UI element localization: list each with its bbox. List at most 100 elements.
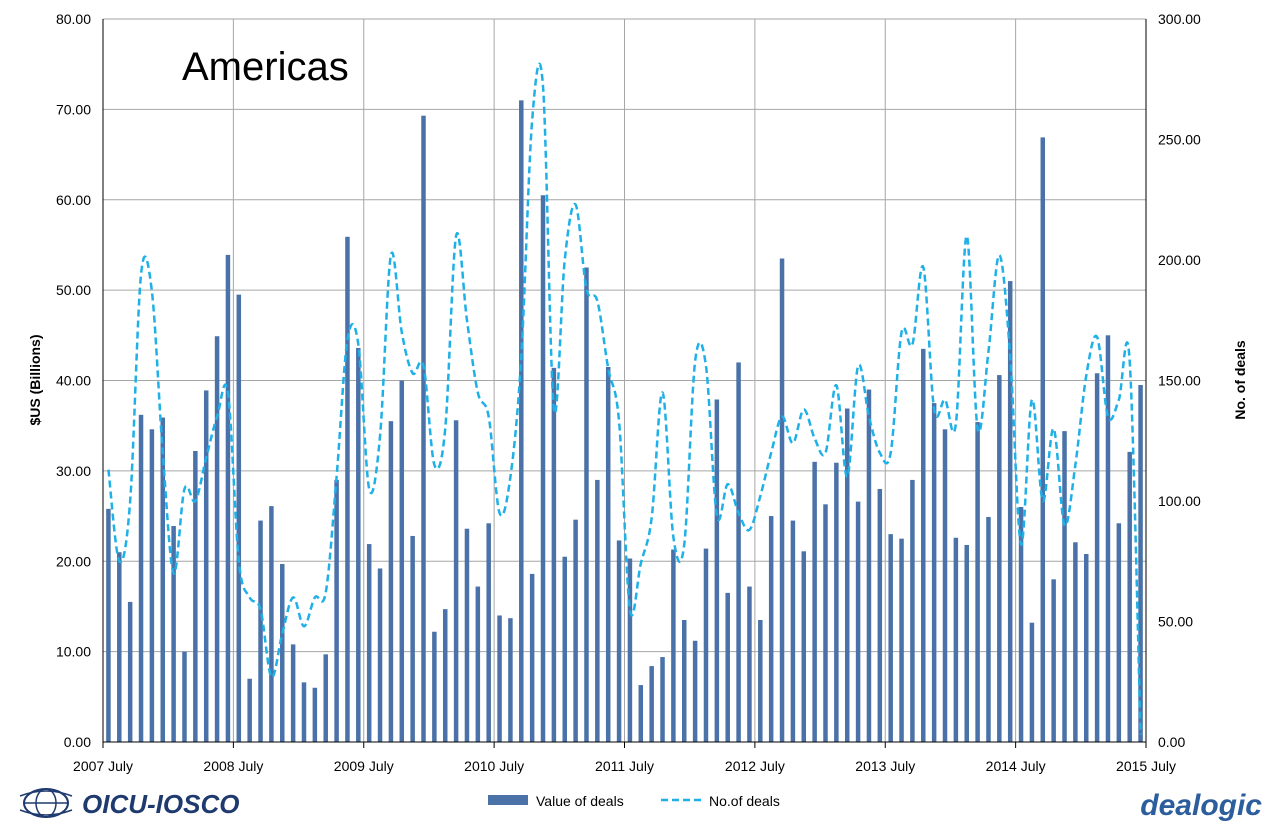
y-tick-label: 10.00 xyxy=(56,644,91,660)
bar xyxy=(856,502,861,742)
x-tick-label: 2009 July xyxy=(334,758,394,774)
bar xyxy=(747,587,752,742)
bar xyxy=(389,421,394,742)
bar xyxy=(682,620,687,742)
bar xyxy=(345,237,350,742)
bar xyxy=(150,429,155,742)
bar xyxy=(454,420,459,742)
bar xyxy=(378,568,383,742)
bar xyxy=(834,463,839,742)
y-tick-label: 0.00 xyxy=(64,734,91,750)
bar xyxy=(323,654,328,742)
bar xyxy=(128,602,133,742)
y-tick-label: 50.00 xyxy=(56,282,91,298)
bar xyxy=(867,390,872,742)
x-tick-label: 2008 July xyxy=(203,758,263,774)
y-tick-label: 60.00 xyxy=(56,192,91,208)
bar xyxy=(1127,452,1132,742)
y2-tick-label: 50.00 xyxy=(1158,614,1193,630)
bar xyxy=(139,415,144,742)
bar xyxy=(943,429,948,742)
y2-tick-label: 100.00 xyxy=(1158,493,1201,509)
bar xyxy=(519,100,524,742)
y2-tick-label: 0.00 xyxy=(1158,734,1185,750)
bar xyxy=(552,368,557,742)
bar xyxy=(780,258,785,742)
bar xyxy=(986,517,991,742)
chart-title: Americas xyxy=(182,45,349,89)
y2-tick-label: 250.00 xyxy=(1158,132,1201,148)
bar xyxy=(617,540,622,742)
bar xyxy=(291,644,296,742)
bar xyxy=(997,375,1002,742)
bar xyxy=(1095,373,1100,742)
bar xyxy=(541,195,546,742)
bar xyxy=(693,641,698,742)
y2-tick-label: 200.00 xyxy=(1158,252,1201,268)
bar xyxy=(476,587,481,742)
bar xyxy=(443,609,448,742)
bar xyxy=(1117,523,1122,742)
bar xyxy=(193,451,198,742)
bar xyxy=(237,295,242,742)
legend-line-label: No.of deals xyxy=(709,793,780,809)
bar xyxy=(486,523,491,742)
y-tick-label: 80.00 xyxy=(56,11,91,27)
bar xyxy=(975,422,980,742)
bar xyxy=(573,520,578,742)
bar xyxy=(758,620,763,742)
bar xyxy=(649,666,654,742)
bar xyxy=(313,688,318,742)
legend-bar-swatch xyxy=(488,795,528,805)
x-tick-label: 2012 July xyxy=(725,758,785,774)
bar xyxy=(964,545,969,742)
bar xyxy=(725,593,730,742)
y-tick-label: 70.00 xyxy=(56,101,91,117)
y-tick-label: 30.00 xyxy=(56,463,91,479)
bar xyxy=(1073,542,1078,742)
legend-bar-label: Value of deals xyxy=(536,793,624,809)
bar xyxy=(921,349,926,742)
bar xyxy=(367,544,372,742)
bar xyxy=(1106,335,1111,742)
dealogic-logo: dealogic xyxy=(1140,789,1262,822)
bar xyxy=(302,682,307,742)
y2-tick-label: 300.00 xyxy=(1158,11,1201,27)
bar xyxy=(736,362,741,742)
bar xyxy=(258,521,263,742)
bar xyxy=(878,489,883,742)
bar xyxy=(802,551,807,742)
bar xyxy=(226,255,231,742)
x-tick-label: 2014 July xyxy=(986,758,1046,774)
bar xyxy=(421,116,426,742)
bar xyxy=(932,403,937,742)
y2-tick-label: 150.00 xyxy=(1158,373,1201,389)
y-tick-label: 20.00 xyxy=(56,553,91,569)
bar xyxy=(606,367,611,742)
oicu-iosco-logo-text: OICU-IOSCO xyxy=(82,789,239,819)
bar xyxy=(400,381,405,743)
bar xyxy=(671,550,676,742)
bar xyxy=(280,564,285,742)
bar xyxy=(356,348,361,742)
bar xyxy=(704,549,709,742)
x-tick-label: 2013 July xyxy=(855,758,915,774)
bar xyxy=(215,336,220,742)
bar xyxy=(584,268,589,742)
bar xyxy=(106,509,111,742)
bar xyxy=(508,618,513,742)
bar xyxy=(954,538,959,742)
y2-axis-title: No. of deals xyxy=(1232,340,1248,420)
bar xyxy=(660,657,665,742)
bar xyxy=(497,615,502,742)
bar xyxy=(812,462,817,742)
bar xyxy=(595,480,600,742)
bar xyxy=(639,685,644,742)
x-tick-label: 2007 July xyxy=(73,758,133,774)
bar xyxy=(247,679,252,742)
bar xyxy=(1062,431,1067,742)
bar xyxy=(791,521,796,742)
bar xyxy=(910,480,915,742)
